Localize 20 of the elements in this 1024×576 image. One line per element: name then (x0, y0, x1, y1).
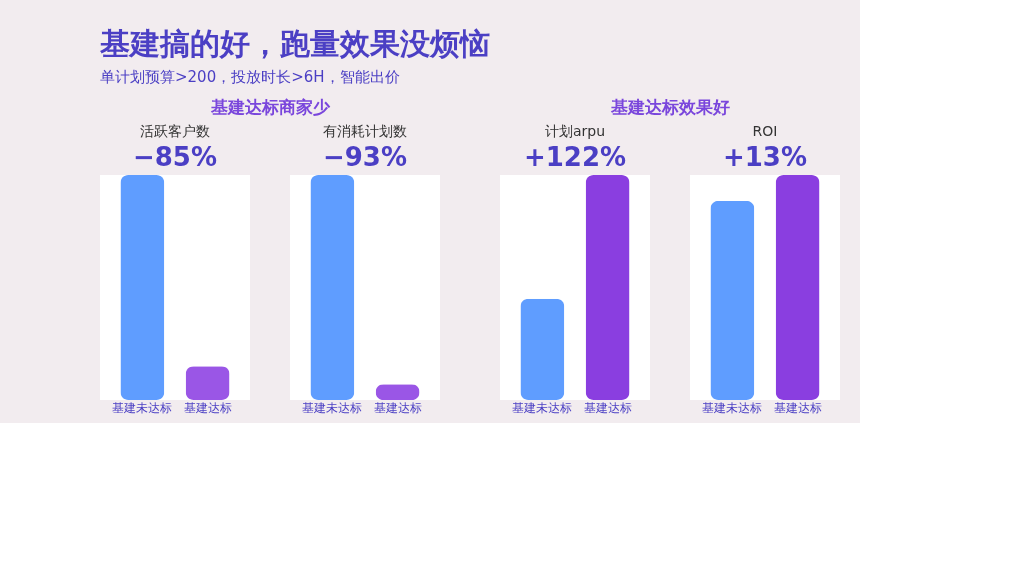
chart-title: ROI (752, 123, 778, 139)
x-tick-label: 基建达标 (183, 400, 232, 415)
text: −85% (132, 142, 218, 172)
text: +13% (722, 142, 808, 172)
x-tick-label: 基建达标 (773, 400, 822, 415)
text: 基建达标效果好 (609, 97, 730, 117)
x-tick-label: 基建未达标 (302, 400, 363, 415)
x-tick-label: 基建未达标 (112, 400, 173, 415)
x-tick-label: 基建达标 (583, 400, 632, 415)
chart-title: 有消耗计划数 (323, 123, 407, 139)
text: +122% (523, 142, 627, 172)
x-tick-label: 基建未达标 (702, 400, 763, 415)
text: 基建搞的好，跑量效果没烦恼 (99, 26, 490, 61)
text: 基建达标商家少 (209, 97, 331, 117)
chart-title: 活跃客户数 (140, 123, 210, 139)
chart-title: 计划arpu (544, 123, 606, 139)
text: −93% (322, 142, 408, 172)
x-tick-label: 基建未达标 (512, 400, 573, 415)
text: 单计划预算>200，投放时长>6H，智能出价 (100, 68, 400, 86)
x-tick-label: 基建达标 (373, 400, 422, 415)
